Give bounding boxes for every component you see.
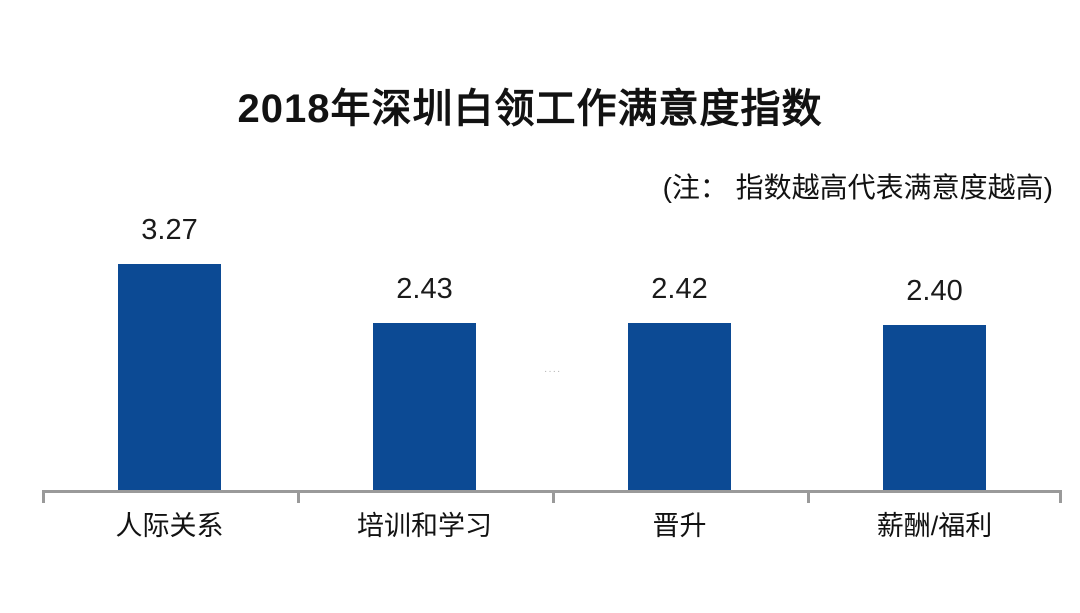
bar-1 xyxy=(118,264,221,492)
bar-value-label: 2.43 xyxy=(396,273,453,305)
axis-tick xyxy=(42,490,45,503)
chart-note: (注： 指数越高代表满意度越高) xyxy=(662,172,1053,203)
axis-tick xyxy=(297,490,300,503)
axis-tick xyxy=(552,490,555,503)
bar-value-label: 2.42 xyxy=(651,273,708,305)
category-label: 培训和学习 xyxy=(357,511,492,541)
bar-value-label: 2.40 xyxy=(906,275,963,307)
bar-value-label: 3.27 xyxy=(141,214,198,246)
category-label: 晋升 xyxy=(652,511,707,541)
bar-3 xyxy=(628,323,731,492)
bar-4 xyxy=(883,325,986,492)
axis-tick xyxy=(807,490,810,503)
bar-2 xyxy=(373,323,476,492)
category-label: 薪酬/福利 xyxy=(876,511,993,541)
chart-title: 2018年深圳白领工作满意度指数 xyxy=(237,87,823,131)
x-axis-line xyxy=(42,490,1062,493)
category-label: 人际关系 xyxy=(115,511,224,541)
axis-tick xyxy=(1059,490,1062,503)
watermark-dots: ···· xyxy=(544,366,562,377)
